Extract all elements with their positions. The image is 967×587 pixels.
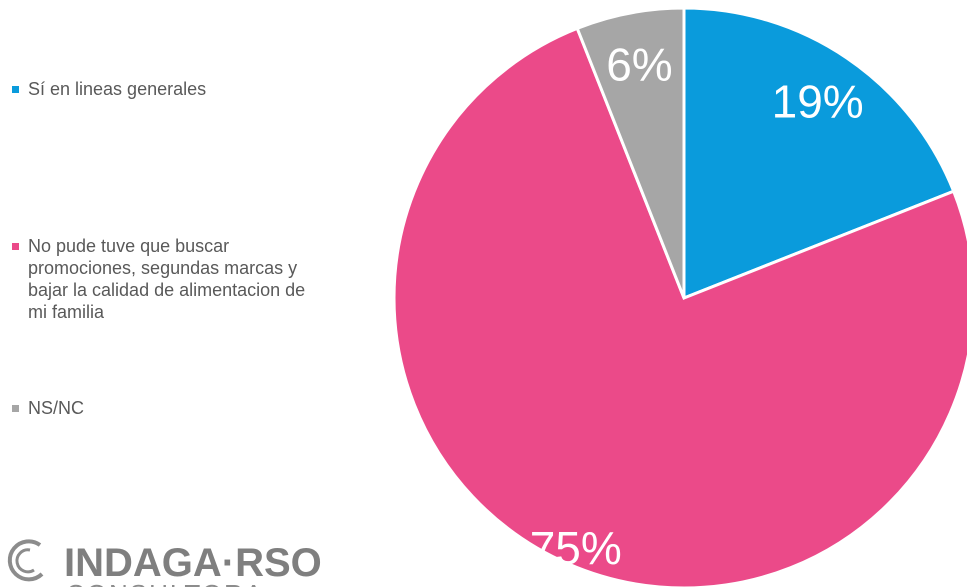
pie-slice xyxy=(682,6,956,301)
legend-item: NS/NC xyxy=(12,397,318,419)
data-label: 6% xyxy=(606,38,672,90)
logo-icon xyxy=(7,539,44,582)
legend-swatch xyxy=(12,243,19,250)
logo-name: INDAGA·RSO xyxy=(64,541,322,585)
data-label: 19% xyxy=(772,75,864,127)
pie-slice xyxy=(392,26,967,587)
pie-slice xyxy=(575,6,686,299)
legend-label: Sí en lineas generales xyxy=(28,79,207,99)
legend-label: NS/NC xyxy=(28,398,85,418)
logo-subtitle: CONSULTORA xyxy=(66,579,264,587)
logo: INDAGA·RSO CONSULTORA xyxy=(7,539,322,587)
legend-item: No pude tuve que buscar promociones, seg… xyxy=(12,235,318,323)
legend-swatch xyxy=(12,86,19,93)
data-label: 75% xyxy=(530,522,622,574)
legend-label: No pude tuve que buscar promociones, seg… xyxy=(28,236,306,322)
logo-icon xyxy=(15,548,35,574)
legend-swatch xyxy=(12,405,19,412)
legend-item: Sí en lineas generales xyxy=(12,78,318,100)
